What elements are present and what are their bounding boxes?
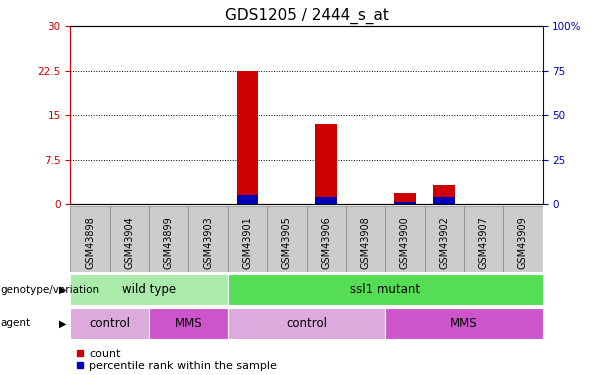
FancyBboxPatch shape bbox=[228, 206, 267, 272]
Text: GSM43904: GSM43904 bbox=[124, 216, 134, 269]
FancyBboxPatch shape bbox=[385, 206, 424, 272]
FancyBboxPatch shape bbox=[228, 308, 385, 339]
FancyBboxPatch shape bbox=[70, 206, 110, 272]
Legend: count, percentile rank within the sample: count, percentile rank within the sample bbox=[76, 349, 277, 371]
FancyBboxPatch shape bbox=[110, 206, 149, 272]
FancyBboxPatch shape bbox=[189, 206, 228, 272]
Text: wild type: wild type bbox=[122, 283, 176, 296]
Bar bbox=[237, 195, 258, 204]
Title: GDS1205 / 2444_s_at: GDS1205 / 2444_s_at bbox=[224, 7, 389, 24]
Text: GSM43902: GSM43902 bbox=[439, 216, 449, 269]
Bar bbox=[315, 197, 337, 204]
Text: GSM43901: GSM43901 bbox=[243, 216, 253, 269]
Bar bbox=[315, 124, 337, 204]
FancyBboxPatch shape bbox=[267, 206, 306, 272]
Text: control: control bbox=[286, 317, 327, 330]
Text: MMS: MMS bbox=[175, 317, 202, 330]
FancyBboxPatch shape bbox=[424, 206, 464, 272]
FancyBboxPatch shape bbox=[503, 206, 543, 272]
Text: GSM43905: GSM43905 bbox=[282, 216, 292, 269]
Text: GSM43909: GSM43909 bbox=[518, 216, 528, 269]
Text: agent: agent bbox=[1, 318, 31, 328]
Text: ▶: ▶ bbox=[59, 318, 67, 328]
Text: ssl1 mutant: ssl1 mutant bbox=[350, 283, 421, 296]
FancyBboxPatch shape bbox=[70, 308, 149, 339]
Bar bbox=[433, 185, 455, 204]
FancyBboxPatch shape bbox=[464, 206, 503, 272]
FancyBboxPatch shape bbox=[149, 308, 228, 339]
Text: ▶: ▶ bbox=[59, 285, 67, 295]
FancyBboxPatch shape bbox=[346, 206, 385, 272]
Bar bbox=[394, 202, 416, 204]
Bar bbox=[237, 71, 258, 204]
Text: GSM43898: GSM43898 bbox=[85, 216, 95, 269]
Text: genotype/variation: genotype/variation bbox=[1, 285, 100, 295]
Text: GSM43903: GSM43903 bbox=[203, 216, 213, 269]
FancyBboxPatch shape bbox=[228, 274, 543, 305]
FancyBboxPatch shape bbox=[385, 308, 543, 339]
Text: control: control bbox=[89, 317, 131, 330]
FancyBboxPatch shape bbox=[149, 206, 189, 272]
Text: MMS: MMS bbox=[450, 317, 478, 330]
Text: GSM43906: GSM43906 bbox=[321, 216, 331, 269]
Text: GSM43908: GSM43908 bbox=[360, 216, 370, 269]
FancyBboxPatch shape bbox=[70, 274, 228, 305]
FancyBboxPatch shape bbox=[306, 206, 346, 272]
Bar bbox=[433, 197, 455, 204]
Bar bbox=[394, 192, 416, 204]
Text: GSM43899: GSM43899 bbox=[164, 216, 174, 269]
Text: GSM43907: GSM43907 bbox=[479, 216, 489, 269]
Text: GSM43900: GSM43900 bbox=[400, 216, 410, 269]
